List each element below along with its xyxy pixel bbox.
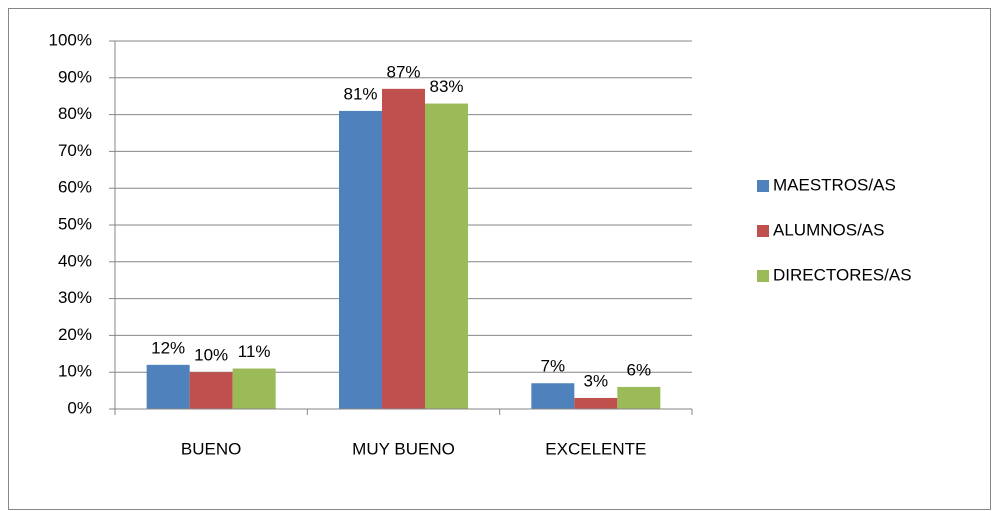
bar (146, 364, 190, 409)
data-label: 7% (541, 357, 566, 376)
data-label: 12% (151, 338, 185, 357)
bar (189, 372, 233, 409)
y-tick-label: 90% (58, 67, 92, 86)
y-tick-label: 60% (58, 178, 92, 197)
y-tick-label: 0% (67, 398, 92, 417)
y-tick-label: 40% (58, 251, 92, 270)
legend-label: ALUMNOS/AS (773, 220, 884, 239)
bar (339, 110, 382, 410)
chart-border (8, 8, 991, 510)
legend-swatch (757, 270, 769, 282)
data-label: 87% (386, 62, 420, 81)
data-label: 11% (238, 342, 271, 361)
y-tick-label: 30% (58, 288, 92, 307)
y-tick-label: 50% (58, 214, 92, 233)
bar (232, 368, 276, 409)
y-tick-label: 100% (49, 30, 92, 49)
legend-label: DIRECTORES/AS (773, 265, 912, 284)
bar (425, 103, 468, 409)
legend-swatch (757, 225, 769, 237)
x-tick-label: BUENO (181, 439, 241, 458)
y-tick-label: 70% (58, 141, 92, 160)
data-label: 3% (584, 371, 609, 390)
bar (382, 88, 425, 409)
data-label: 83% (429, 77, 463, 96)
x-tick-label: MUY BUENO (352, 439, 455, 458)
bar (617, 386, 661, 409)
data-label: 6% (627, 360, 652, 379)
y-tick-label: 80% (58, 104, 92, 123)
y-tick-label: 20% (58, 325, 92, 344)
y-tick-label: 10% (58, 362, 92, 381)
x-tick-label: EXCELENTE (545, 439, 646, 458)
legend-label: MAESTROS/AS (773, 175, 896, 194)
legend-swatch (757, 180, 769, 192)
data-label: 10% (194, 346, 228, 365)
bar (531, 383, 575, 409)
bar (574, 397, 618, 409)
data-label: 81% (343, 84, 377, 103)
